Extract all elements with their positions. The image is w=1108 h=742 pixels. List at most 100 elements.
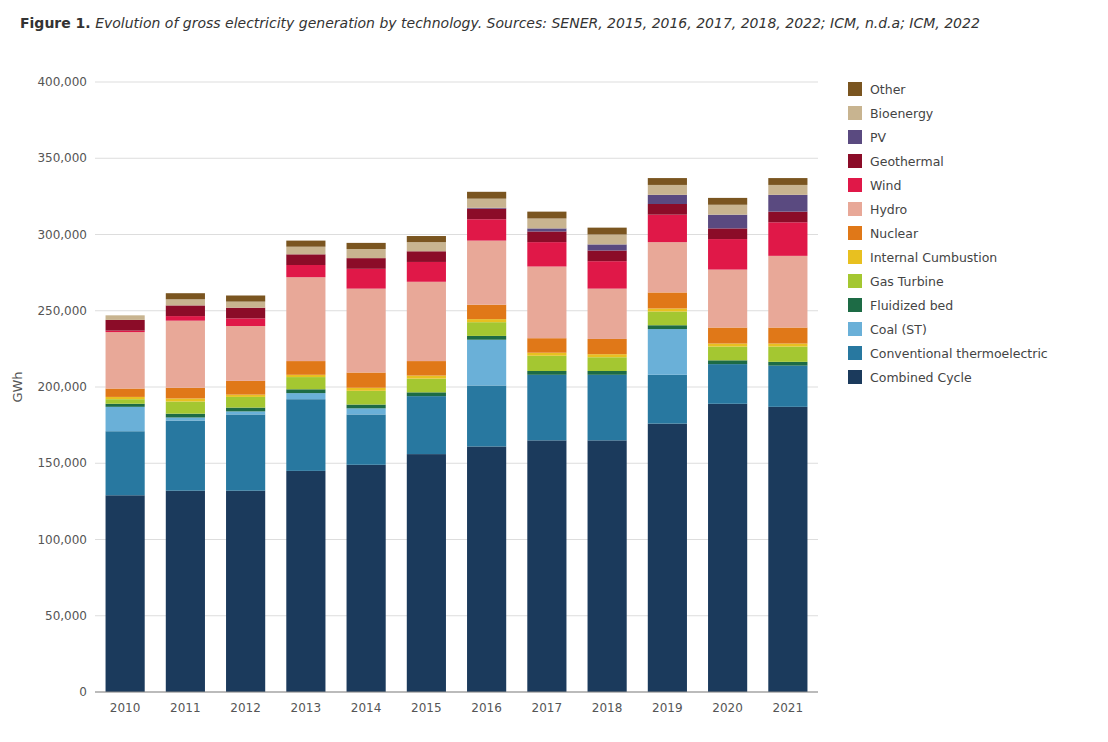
y-tick-label: 300,000 xyxy=(37,228,87,242)
bar-segment xyxy=(588,261,627,288)
bar-segment xyxy=(588,440,627,692)
bar-segment xyxy=(648,308,687,311)
bar-segment xyxy=(407,379,446,393)
x-tick-label: 2013 xyxy=(291,701,322,715)
bar-segment xyxy=(286,393,325,399)
bar-segment xyxy=(648,329,687,375)
bar-segment xyxy=(347,465,386,692)
bar-segment xyxy=(648,242,687,292)
bar-segment xyxy=(768,347,807,362)
bar-segment xyxy=(527,353,566,356)
bar-segment xyxy=(467,336,506,340)
y-tick-label: 200,000 xyxy=(37,380,87,394)
bar-segment xyxy=(527,231,566,242)
grid-line xyxy=(95,158,818,159)
legend-item: Internal Cumbustion xyxy=(848,250,997,265)
legend-label: Combined Cycle xyxy=(870,370,972,385)
bar-segment xyxy=(648,204,687,215)
bar-segment xyxy=(768,344,807,347)
legend-label: Bioenergy xyxy=(870,106,934,121)
bar-segment xyxy=(166,491,205,692)
bar-segment xyxy=(467,319,506,322)
bar-segment xyxy=(407,376,446,379)
x-tick-label: 2011 xyxy=(170,701,201,715)
bar-segment xyxy=(106,315,145,320)
bar-segment xyxy=(106,431,145,495)
bar-segment xyxy=(226,411,265,414)
bar-segment xyxy=(106,404,145,407)
legend-swatch xyxy=(848,178,862,192)
legend-label: Conventional thermoelectric xyxy=(870,346,1048,361)
bar-segment xyxy=(467,322,506,336)
bar-segment xyxy=(286,247,325,255)
bar-segment xyxy=(588,228,627,235)
bar-segment xyxy=(588,375,627,441)
bar-segment xyxy=(648,215,687,242)
subtitle: Evolution of gross electricity generatio… xyxy=(95,15,980,31)
y-tick-label: 400,000 xyxy=(37,75,87,89)
legend-label: Fluidized bed xyxy=(870,298,953,313)
legend-item: Nuclear xyxy=(848,226,919,241)
legend-label: Gas Turbine xyxy=(870,274,944,289)
bar-segment xyxy=(527,228,566,231)
bar-segment xyxy=(527,338,566,352)
legend-swatch xyxy=(848,202,862,216)
bar-segment xyxy=(347,408,386,414)
bar-segment xyxy=(286,399,325,471)
bar-segment xyxy=(708,270,747,328)
x-tick-label: 2015 xyxy=(411,701,442,715)
series xyxy=(106,204,808,331)
legend-item: Hydro xyxy=(848,202,907,217)
bar-segment xyxy=(286,361,325,375)
bar-segment xyxy=(527,242,566,266)
y-tick-label: 100,000 xyxy=(37,533,87,547)
legend-item: Fluidized bed xyxy=(848,298,953,313)
bar-segment xyxy=(648,424,687,692)
legend-swatch xyxy=(848,106,862,120)
legend-label: Coal (ST) xyxy=(870,322,927,337)
bar-segment xyxy=(347,414,386,464)
bar-segment xyxy=(226,308,265,319)
bar-segment xyxy=(347,243,386,249)
y-tick-label: 250,000 xyxy=(37,304,87,318)
bar-segment xyxy=(106,495,145,692)
legend-swatch xyxy=(848,130,862,144)
y-tick-label: 350,000 xyxy=(37,151,87,165)
bar-segment xyxy=(407,454,446,692)
bar-segment xyxy=(166,401,205,413)
legend-swatch xyxy=(848,370,862,384)
x-tick-label: 2014 xyxy=(351,701,382,715)
legend-item: Bioenergy xyxy=(848,106,934,121)
legend-label: Wind xyxy=(870,178,901,193)
bar-segment xyxy=(226,491,265,692)
x-axis: 2010201120122013201420152016201720182019… xyxy=(110,701,803,715)
bar-segment xyxy=(407,251,446,262)
bar-segment xyxy=(226,296,265,302)
series xyxy=(106,364,808,495)
bar-segment xyxy=(166,321,205,388)
bar-segment xyxy=(286,241,325,247)
bar-segment xyxy=(347,249,386,258)
bar-segment xyxy=(467,219,506,240)
bar-segment xyxy=(527,375,566,441)
bar-segment xyxy=(467,241,506,305)
series xyxy=(106,185,808,320)
legend-swatch xyxy=(848,154,862,168)
bar-segment xyxy=(286,389,325,393)
bar-segment xyxy=(166,418,205,421)
x-tick-label: 2016 xyxy=(471,701,502,715)
bar-segment xyxy=(588,289,627,339)
bar-segment xyxy=(286,375,325,377)
bar-segment xyxy=(286,277,325,361)
bar-segment xyxy=(708,347,747,361)
legend-swatch xyxy=(848,298,862,312)
title: Figure 1. Evolution of gross electricity… xyxy=(0,0,1108,62)
y-tick-label: 150,000 xyxy=(37,456,87,470)
legend-item: Geothermal xyxy=(848,154,944,169)
bar-segment xyxy=(106,407,145,431)
legend-item: Combined Cycle xyxy=(848,370,972,385)
legend-swatch xyxy=(848,322,862,336)
bar-segment xyxy=(708,328,747,344)
bar-segment xyxy=(467,209,506,220)
bar-segment xyxy=(226,318,265,326)
